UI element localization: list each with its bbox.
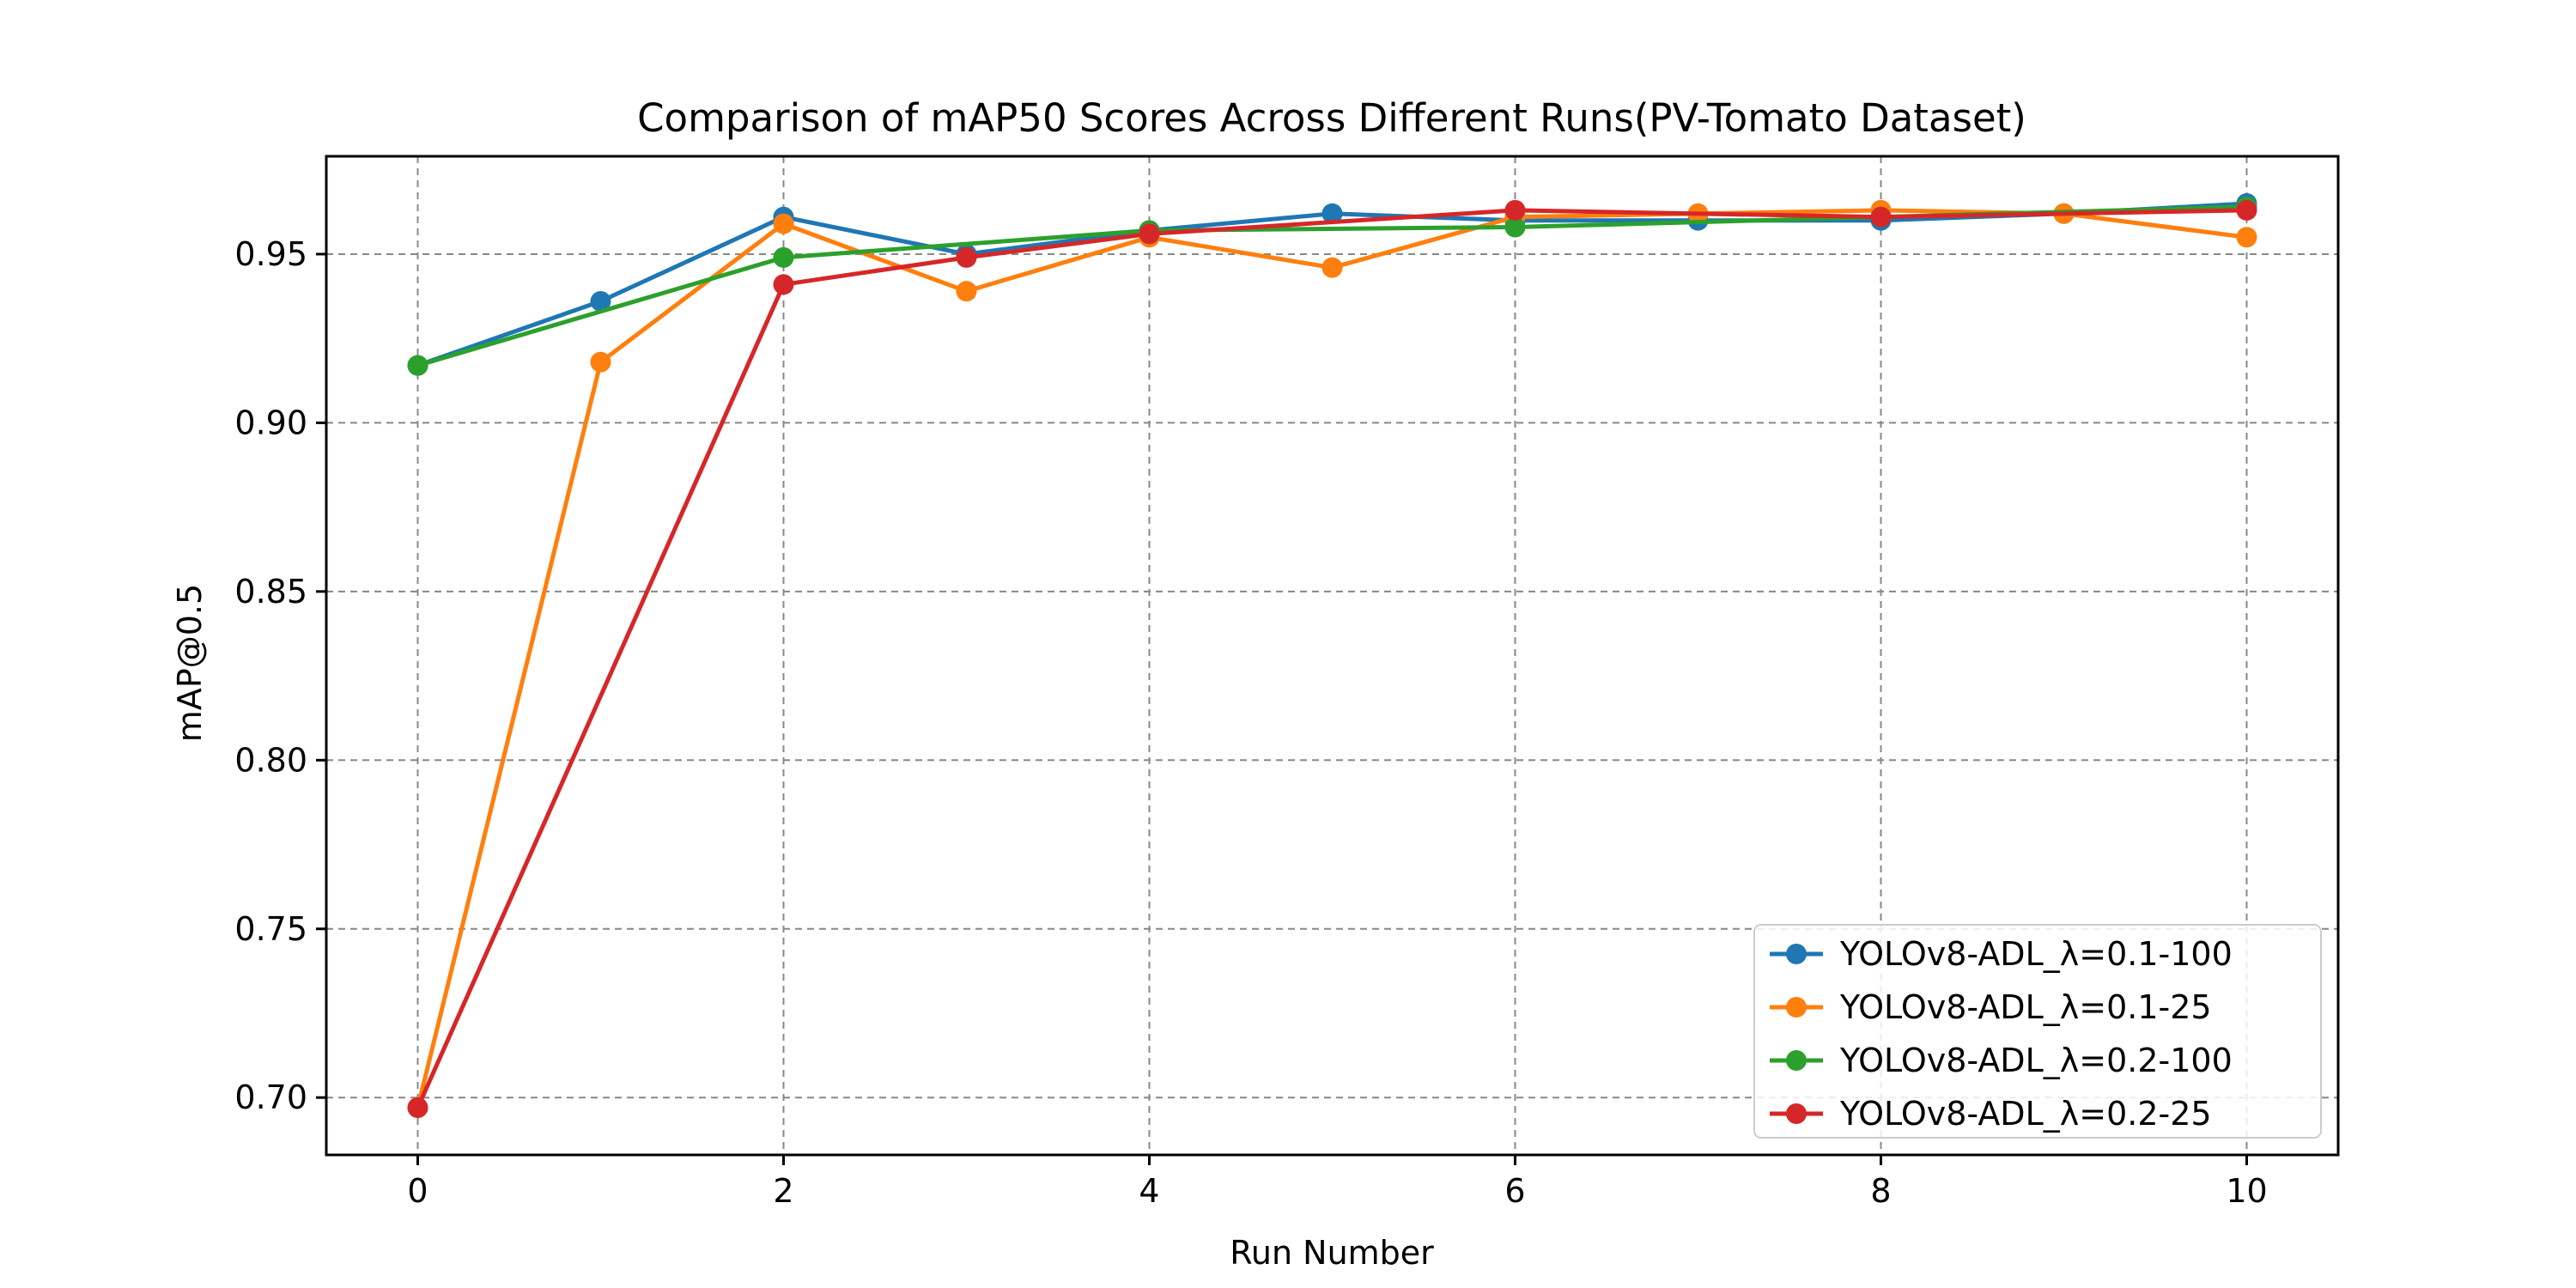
x-tick-label: 10 <box>2226 1172 2267 1210</box>
data-point <box>590 351 611 373</box>
data-point <box>2236 199 2257 221</box>
legend-label: YOLOv8-ADL_λ=0.2-25 <box>1839 1095 2212 1133</box>
data-point <box>1870 206 1892 228</box>
series-line <box>416 204 2249 368</box>
data-point <box>956 281 977 302</box>
y-axis-label: mAP@0.5 <box>171 584 209 742</box>
data-point <box>407 355 428 376</box>
legend-item: YOLOv8-ADL_λ=0.1-100 <box>1770 935 2233 973</box>
legend-marker <box>1786 997 1807 1018</box>
legend-label: YOLOv8-ADL_λ=0.1-100 <box>1839 935 2233 973</box>
data-point <box>1321 257 1343 278</box>
y-tick-label: 0.90 <box>234 404 307 441</box>
legend-box <box>1753 924 2322 1139</box>
series-layer <box>407 193 2257 1118</box>
series-4 <box>407 199 2257 1118</box>
y-tick-label: 0.70 <box>234 1078 307 1116</box>
legend-item: YOLOv8-ADL_λ=0.2-100 <box>1770 1042 2233 1079</box>
legend-marker <box>1786 1050 1807 1071</box>
data-point <box>773 246 794 268</box>
x-tick-label: 0 <box>407 1172 428 1210</box>
y-tick-label: 0.95 <box>234 235 307 273</box>
x-tick-label: 6 <box>1504 1172 1525 1210</box>
axis-ticks: 0 2 4 6 8 10 0.70 0.75 0.80 0.85 0.90 0.95 <box>234 235 2267 1210</box>
data-point <box>773 274 794 295</box>
legend-marker <box>1786 1103 1807 1124</box>
data-point <box>1321 203 1343 224</box>
data-point <box>1139 223 1160 245</box>
plot-frame <box>325 155 2340 1157</box>
x-tick-label: 8 <box>1870 1172 1891 1210</box>
data-point <box>590 290 611 312</box>
legend-label: YOLOv8-ADL_λ=0.2-100 <box>1839 1042 2233 1079</box>
data-point <box>773 213 794 234</box>
legend: YOLOv8-ADL_λ=0.1-100 YOLOv8-ADL_λ=0.1-25 Y… <box>1753 924 2322 1139</box>
legend-item: YOLOv8-ADL_λ=0.2-25 <box>1770 1095 2212 1133</box>
y-tick-label: 0.85 <box>234 573 307 611</box>
legend-marker <box>1786 944 1807 964</box>
data-point <box>1504 216 1526 238</box>
x-tick-label: 4 <box>1139 1172 1159 1210</box>
legend-label: YOLOv8-ADL_λ=0.1-25 <box>1839 988 2212 1026</box>
data-point <box>407 1097 428 1118</box>
legend-item: YOLOv8-ADL_λ=0.1-25 <box>1770 988 2212 1026</box>
x-tick-label: 2 <box>773 1172 793 1210</box>
data-point <box>1504 199 1526 221</box>
x-axis-label: Run Number <box>1230 1234 1434 1272</box>
data-point <box>2236 227 2257 248</box>
y-tick-label: 0.75 <box>234 910 307 948</box>
y-tick-label: 0.80 <box>234 741 307 779</box>
data-point <box>956 246 977 268</box>
chart-title: Comparison of mAP50 Scores Across Differ… <box>637 95 2026 141</box>
